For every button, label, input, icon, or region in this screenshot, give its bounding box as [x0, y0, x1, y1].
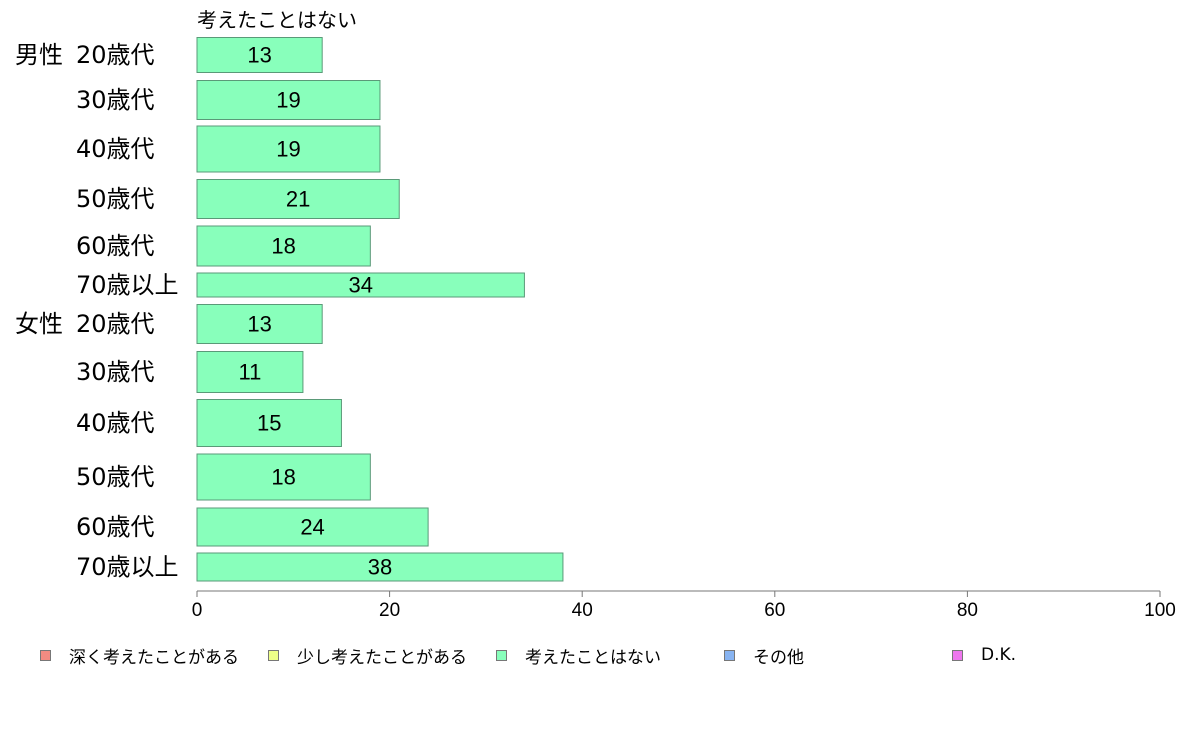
category-label: 20歳代: [76, 310, 155, 338]
legend-item-never: 考えたことはない: [496, 644, 661, 668]
bar-chart: 1320歳代男性1930歳代1940歳代2150歳代1860歳代3470歳以上1…: [15, 37, 1176, 621]
bar: [196, 272, 525, 298]
category-label: 60歳代: [76, 232, 155, 260]
x-tick-label: 40: [572, 600, 593, 621]
bar: [196, 453, 371, 501]
legend-swatch: [724, 649, 735, 661]
legend-item-little: 少し考えたことがある: [268, 644, 467, 668]
category-label: 30歳代: [76, 358, 155, 386]
category-label: 40歳代: [76, 135, 155, 163]
group-label: 女性: [15, 310, 63, 338]
legend-label: 少し考えたことがある: [297, 647, 467, 668]
category-label: 50歳代: [76, 463, 155, 491]
bar-value-label: 18: [271, 465, 295, 490]
x-tick-label: 20: [379, 600, 400, 621]
chart-title: 考えたことはない: [197, 8, 357, 32]
group-label: 男性: [15, 41, 63, 69]
bar: [196, 304, 323, 344]
category-label: 30歳代: [76, 86, 155, 114]
category-label: 20歳代: [76, 41, 155, 69]
category-label: 60歳代: [76, 513, 155, 541]
legend: 深く考えたことがある 少し考えたことがある 考えたことはない その他 D.K.: [0, 644, 1188, 668]
x-tick-label: 0: [192, 600, 203, 621]
x-tick-label: 100: [1144, 600, 1176, 621]
x-tick-label: 60: [764, 600, 785, 621]
legend-swatch: [952, 649, 963, 661]
legend-swatch: [268, 649, 279, 661]
legend-label: その他: [753, 647, 804, 668]
bar: [196, 80, 381, 120]
x-tick-label: 80: [957, 600, 978, 621]
bar: [196, 125, 381, 173]
bar-value-label: 15: [257, 411, 281, 436]
bar: [196, 179, 400, 219]
legend-item-other: その他: [724, 644, 804, 668]
bar: [196, 37, 323, 73]
bar: [196, 552, 564, 582]
legend-swatch: [496, 649, 507, 661]
legend-label: 考えたことはない: [525, 647, 661, 668]
legend-item-deep: 深く考えたことがある: [40, 644, 239, 668]
bar-value-label: 38: [368, 555, 392, 580]
bar-value-label: 24: [300, 515, 324, 540]
category-label: 50歳代: [76, 185, 155, 213]
legend-label: D.K.: [981, 645, 1017, 665]
bar: [196, 399, 342, 447]
bar: [196, 225, 371, 267]
legend-label: 深く考えたことがある: [69, 647, 239, 668]
bar-value-label: 18: [271, 234, 295, 259]
category-label: 70歳以上: [76, 553, 179, 581]
bar-value-label: 19: [276, 137, 300, 162]
bar: [196, 351, 304, 393]
bar-value-label: 21: [286, 187, 310, 212]
bar: [196, 507, 429, 547]
legend-item-dk: D.K.: [952, 644, 1016, 666]
legend-swatch: [40, 649, 51, 661]
category-label: 70歳以上: [76, 271, 179, 299]
bar-value-label: 34: [348, 273, 372, 298]
bar-value-label: 11: [239, 360, 262, 385]
category-label: 40歳代: [76, 409, 155, 437]
bar-value-label: 13: [247, 312, 271, 337]
bar-value-label: 19: [276, 88, 300, 113]
bar-value-label: 13: [247, 43, 271, 68]
